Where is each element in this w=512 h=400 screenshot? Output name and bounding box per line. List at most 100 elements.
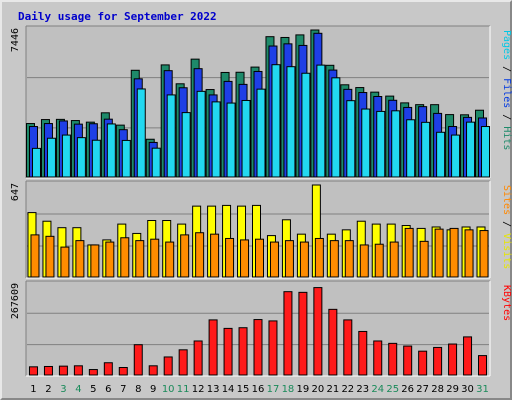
bar-pages-day-12 bbox=[196, 90, 206, 178]
day-label-25: 25 bbox=[386, 384, 399, 395]
bar-pages-day-31 bbox=[481, 126, 491, 178]
bar-sites-day-5 bbox=[90, 244, 100, 278]
day-label-10: 10 bbox=[162, 384, 175, 395]
bar-pages-day-26 bbox=[406, 119, 416, 178]
bar-pages-day-11 bbox=[181, 112, 191, 178]
bar-pages-day-8 bbox=[136, 88, 146, 178]
bar-pages-day-4 bbox=[76, 137, 86, 178]
bar-pages-day-1 bbox=[31, 147, 41, 178]
bar-sites-day-29 bbox=[449, 227, 459, 278]
day-label-9: 9 bbox=[150, 384, 156, 395]
bar-kbytes-day-3 bbox=[58, 365, 68, 376]
bar-pages-day-29 bbox=[451, 134, 461, 178]
day-label-28: 28 bbox=[431, 384, 444, 395]
bar-sites-day-23 bbox=[359, 244, 369, 278]
bar-kbytes-day-12 bbox=[193, 340, 203, 376]
bar-kbytes-day-22 bbox=[343, 319, 353, 376]
day-label-31: 31 bbox=[476, 384, 489, 395]
bar-sites-day-1 bbox=[30, 234, 40, 278]
bar-pages-day-25 bbox=[391, 110, 401, 178]
day-label-1: 1 bbox=[30, 384, 36, 395]
day-label-3: 3 bbox=[60, 384, 66, 395]
day-label-30: 30 bbox=[461, 384, 474, 395]
bar-kbytes-day-5 bbox=[88, 369, 98, 376]
bar-kbytes-day-10 bbox=[163, 356, 173, 376]
bar-sites-day-10 bbox=[165, 241, 175, 278]
bar-sites-day-26 bbox=[404, 227, 414, 278]
bar-kbytes-day-28 bbox=[433, 346, 443, 376]
day-label-11: 11 bbox=[177, 384, 190, 395]
panel-1: 7446 Pages / Files / Hits bbox=[10, 25, 512, 179]
bar-kbytes-day-17 bbox=[268, 320, 278, 376]
day-label-21: 21 bbox=[326, 384, 339, 395]
day-label-18: 18 bbox=[282, 384, 295, 395]
bar-kbytes-day-14 bbox=[223, 327, 233, 376]
chart-title: Daily usage for September 2022 bbox=[18, 10, 217, 23]
day-label-2: 2 bbox=[45, 384, 51, 395]
bar-sites-day-13 bbox=[210, 233, 220, 278]
bar-kbytes-day-1 bbox=[28, 366, 38, 376]
bar-pages-day-21 bbox=[331, 77, 341, 178]
bar-sites-day-30 bbox=[464, 229, 474, 278]
day-label-8: 8 bbox=[135, 384, 141, 395]
bar-sites-day-3 bbox=[60, 246, 70, 278]
bar-sites-day-11 bbox=[180, 234, 190, 278]
day-label-5: 5 bbox=[90, 384, 96, 395]
bar-pages-day-27 bbox=[421, 121, 431, 178]
bar-pages-day-18 bbox=[286, 66, 296, 178]
day-label-20: 20 bbox=[312, 384, 325, 395]
legend-part: / bbox=[501, 215, 512, 233]
legend-part: / bbox=[501, 108, 512, 126]
bar-kbytes-day-4 bbox=[73, 365, 83, 376]
bar-sites-day-21 bbox=[329, 240, 339, 278]
bar-pages-day-14 bbox=[226, 102, 236, 178]
day-label-13: 13 bbox=[207, 384, 220, 395]
day-label-15: 15 bbox=[237, 384, 250, 395]
day-label-16: 16 bbox=[252, 384, 265, 395]
bar-sites-day-25 bbox=[389, 241, 399, 278]
bar-pages-day-16 bbox=[256, 88, 266, 178]
legend-part: / bbox=[501, 60, 512, 78]
bar-sites-day-14 bbox=[225, 237, 235, 278]
bar-sites-day-17 bbox=[269, 241, 279, 278]
bar-pages-day-22 bbox=[346, 100, 356, 178]
bar-pages-day-28 bbox=[436, 131, 446, 178]
legend-part: Hits bbox=[501, 126, 512, 150]
bar-sites-day-4 bbox=[75, 240, 85, 278]
bar-kbytes-day-16 bbox=[253, 319, 263, 376]
bar-kbytes-day-21 bbox=[328, 308, 338, 376]
bar-sites-day-18 bbox=[284, 240, 294, 278]
bar-pages-day-2 bbox=[46, 137, 56, 178]
bar-sites-day-9 bbox=[150, 238, 160, 278]
bar-kbytes-day-11 bbox=[178, 349, 188, 376]
panel-3: 267609 KBytes bbox=[10, 280, 512, 377]
bar-pages-day-15 bbox=[241, 99, 251, 178]
bar-pages-day-13 bbox=[211, 101, 221, 178]
y-max-label: 7446 bbox=[10, 28, 21, 52]
bar-sites-day-22 bbox=[344, 240, 354, 278]
bar-kbytes-day-29 bbox=[448, 343, 458, 376]
legend-part: Pages bbox=[501, 30, 512, 60]
bar-pages-day-5 bbox=[91, 139, 101, 178]
panel-2: 647 Sites / Visits bbox=[10, 180, 512, 279]
day-label-29: 29 bbox=[446, 384, 459, 395]
bar-kbytes-day-8 bbox=[133, 344, 143, 376]
bar-sites-day-28 bbox=[434, 228, 444, 278]
day-label-27: 27 bbox=[416, 384, 429, 395]
bar-kbytes-day-19 bbox=[298, 291, 308, 376]
bar-pages-day-17 bbox=[271, 64, 281, 178]
day-label-12: 12 bbox=[192, 384, 205, 395]
y-max-label: 267609 bbox=[10, 283, 21, 319]
y-max-label: 647 bbox=[10, 183, 21, 201]
bar-sites-day-8 bbox=[135, 240, 145, 278]
bar-kbytes-day-24 bbox=[373, 340, 383, 376]
day-label-26: 26 bbox=[401, 384, 414, 395]
bar-sites-day-27 bbox=[419, 240, 429, 278]
day-label-17: 17 bbox=[267, 384, 280, 395]
legend-part: Sites bbox=[501, 185, 512, 215]
bar-pages-day-9 bbox=[151, 147, 161, 178]
bar-kbytes-day-6 bbox=[103, 362, 113, 376]
bar-sites-day-20 bbox=[314, 237, 324, 278]
bar-pages-day-3 bbox=[61, 134, 71, 178]
